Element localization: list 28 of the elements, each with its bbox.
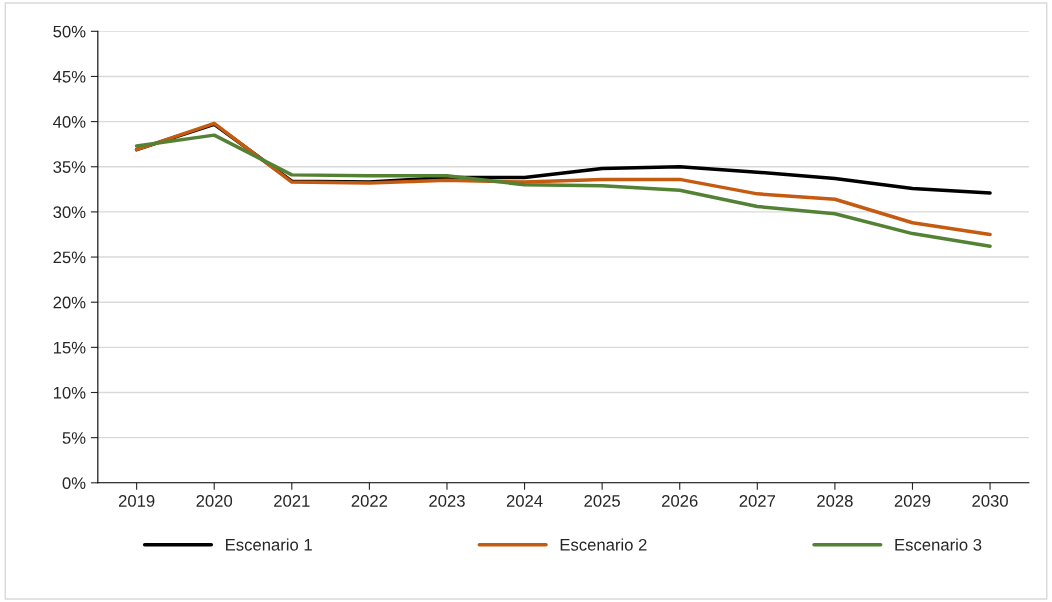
y-tick-label: 20% <box>53 296 86 309</box>
y-tick-label: 5% <box>62 432 86 444</box>
legend-label: Escenario 2 <box>560 538 647 551</box>
line-series <box>134 121 992 237</box>
y-tick-label: 40% <box>53 116 86 128</box>
y-tick-label: 10% <box>53 386 86 399</box>
legend-label: Escenario 1 <box>226 538 312 551</box>
y-tick-label: 35% <box>53 161 86 173</box>
x-tick-label: 2030 <box>972 495 1008 507</box>
x-tick-label: 2020 <box>196 495 233 507</box>
y-tick-label: 15% <box>53 341 86 354</box>
y-tick-label: 45% <box>53 70 86 83</box>
y-tick-label: 50% <box>53 25 86 38</box>
x-tick-label: 2026 <box>662 495 698 507</box>
y-tick-label: 30% <box>53 206 86 219</box>
x-tick-label: 2027 <box>739 495 776 507</box>
x-tick-label: 2019 <box>118 495 155 507</box>
y-tick-label: 0% <box>62 477 86 490</box>
x-tick-label: 2022 <box>351 495 388 507</box>
x-tick-label: 2023 <box>429 495 465 507</box>
legend-label: Escenario 3 <box>895 538 982 551</box>
x-tick-label: 2028 <box>817 495 853 507</box>
x-tick-label: 2029 <box>894 495 931 507</box>
y-tick-label: 25% <box>53 251 86 264</box>
x-tick-label: 2024 <box>506 495 543 507</box>
x-tick-label: 2021 <box>274 495 310 507</box>
x-tick-label: 2025 <box>584 495 620 507</box>
line-series <box>134 133 992 248</box>
